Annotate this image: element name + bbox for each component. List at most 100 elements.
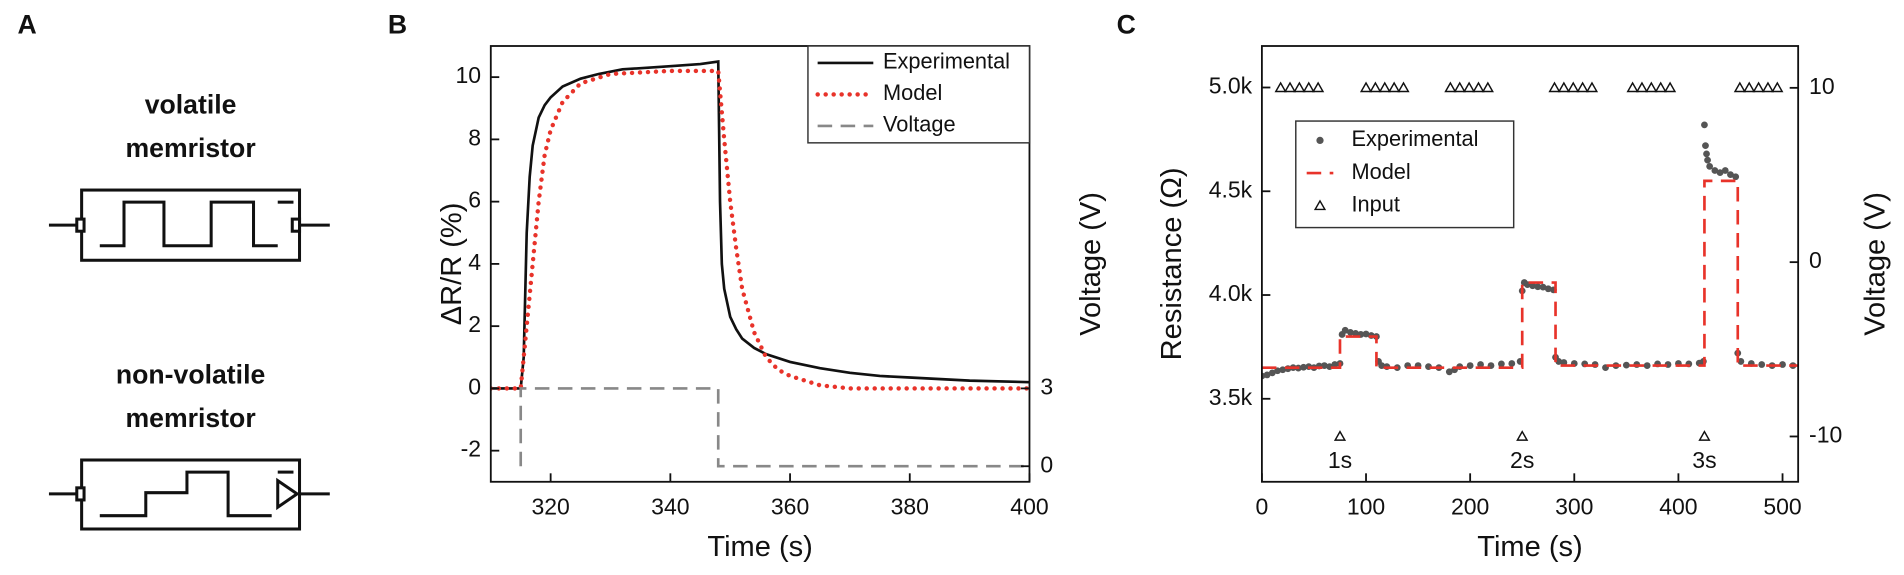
data-point [1727, 171, 1734, 179]
y2-tick-label: 0 [1809, 247, 1822, 273]
data-point [1378, 362, 1386, 369]
diagram-label: non-volatile [116, 360, 265, 390]
y-tick-label: 4.0k [1209, 280, 1253, 306]
data-point [1761, 81, 1775, 93]
data-point [1312, 81, 1325, 93]
y-tick-label: 0 [468, 373, 481, 399]
data-point [1397, 81, 1410, 93]
x-tick-label: 0 [1255, 493, 1268, 519]
data-point [1498, 360, 1505, 368]
data-point [1711, 167, 1719, 174]
y2-tick-label: 10 [1809, 73, 1835, 99]
data-point [1320, 362, 1328, 369]
x-tick-label: 300 [1555, 493, 1593, 519]
data-point [1333, 430, 1347, 441]
y2-tick-label: 3 [1040, 373, 1053, 399]
annotation: 3s [1692, 447, 1716, 473]
waveform [99, 200, 278, 248]
diagram-label: memristor [125, 403, 255, 433]
data-point [1534, 283, 1542, 291]
y-axis-title: Resistance (Ω) [1156, 167, 1188, 360]
data-point [1752, 81, 1765, 93]
y-axis-title: ΔR/R (%) [436, 203, 468, 326]
data-point [1721, 167, 1729, 174]
data-point [1529, 282, 1537, 290]
data-point [1453, 81, 1466, 93]
y-tick-label: 3.5k [1209, 384, 1253, 410]
x-tick-label: 400 [1659, 493, 1697, 519]
data-point [1293, 81, 1306, 93]
data-point [1539, 283, 1547, 291]
data-line [490, 60, 1030, 390]
data-point [1743, 81, 1756, 93]
volatile-symbol [48, 188, 330, 262]
nonvolatile-symbol [48, 458, 330, 531]
panel-a: A volatile memristor non-volatile memris… [17, 10, 330, 531]
data-point [1466, 362, 1474, 369]
data-point [1444, 81, 1457, 93]
data-point [1703, 150, 1710, 158]
data-point [1626, 81, 1639, 93]
data-point [1359, 81, 1373, 93]
legend-label: Experimental [1351, 126, 1478, 151]
data-point [1557, 81, 1570, 93]
y-tick-label: 8 [468, 124, 481, 150]
terminal [290, 217, 302, 233]
data-point [1585, 81, 1599, 93]
legend-marker [1316, 136, 1324, 145]
data-point [1341, 326, 1349, 334]
diagram-label: volatile [145, 90, 237, 120]
series-dotted [490, 68, 1030, 391]
data-point [1508, 360, 1516, 367]
panel-label: A [17, 10, 36, 40]
x-tick-label: 200 [1451, 493, 1489, 519]
data-point [1347, 328, 1354, 336]
x-axis-title: Time (s) [707, 531, 812, 563]
data-point [1779, 361, 1786, 368]
x-tick-label: 100 [1347, 493, 1385, 519]
data-point [1472, 81, 1485, 93]
panel-label: B [388, 10, 407, 40]
data-point [1516, 430, 1529, 441]
terminal [75, 217, 86, 233]
x-tick-label: 360 [771, 493, 809, 519]
data-point [1388, 81, 1401, 93]
y2-tick-label: -10 [1809, 422, 1842, 448]
series-dashed [1261, 179, 1799, 369]
data-point [1663, 81, 1677, 93]
x-tick-label: 400 [1010, 493, 1048, 519]
y2-tick-label: 0 [1040, 451, 1053, 477]
legend-label: Model [1351, 159, 1410, 184]
data-point [1635, 81, 1649, 93]
data-point [1706, 162, 1714, 170]
series-dashed [519, 387, 1030, 468]
data-point [1698, 430, 1711, 441]
data-point [1274, 81, 1287, 93]
data-point [1331, 361, 1339, 368]
legend-label: Model [883, 80, 942, 105]
data-point [1716, 169, 1724, 176]
data-point [1274, 367, 1281, 375]
legend-label: Input [1351, 192, 1399, 217]
data-point [1263, 371, 1271, 379]
data-point [1701, 121, 1708, 129]
plot-area [1261, 81, 1799, 441]
legend-marker [1313, 199, 1327, 211]
data-point [1283, 81, 1297, 93]
data-point [1576, 81, 1589, 93]
data-point [1548, 81, 1561, 93]
data-point [1378, 81, 1391, 93]
legend-box [1295, 120, 1515, 229]
data-point [1771, 81, 1784, 93]
data-point [1622, 361, 1630, 369]
y-tick-label: 6 [468, 187, 481, 213]
data-point [1279, 366, 1287, 374]
data-point [1544, 285, 1552, 293]
data-point [1645, 81, 1658, 93]
data-point [1481, 81, 1494, 93]
data-point [1758, 361, 1766, 368]
x-tick-label: 500 [1763, 493, 1801, 519]
y-tick-label: 5.0k [1209, 73, 1253, 99]
annotation: 2s [1510, 447, 1534, 473]
